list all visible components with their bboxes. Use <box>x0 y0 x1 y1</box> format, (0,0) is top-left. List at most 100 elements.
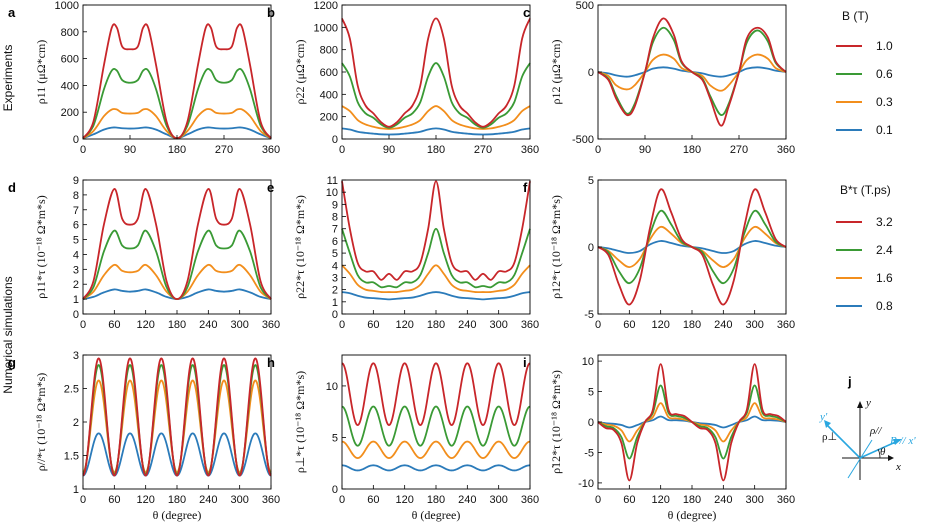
series-line-g-1.6 <box>82 379 272 474</box>
y-tick-label: 1 <box>73 294 79 306</box>
legend-label: 0.3 <box>876 95 893 109</box>
y-axis-label: y <box>865 397 871 409</box>
b-arrowhead <box>893 439 902 445</box>
x-tick-label: 360 <box>521 494 539 506</box>
x-tick-label: 300 <box>230 319 248 331</box>
y-tick-label: 500 <box>576 0 594 12</box>
series-line-g-2.4 <box>82 364 272 476</box>
x-axis-label-h: θ (degree) <box>412 508 461 522</box>
series-line-d-2.4 <box>82 229 272 301</box>
y-axis-label-a: ρ11 (μΩ*cm) <box>34 40 48 105</box>
y-tick-label: 0 <box>332 134 338 146</box>
axes-frame-h <box>341 354 531 490</box>
x-tick-label: 300 <box>489 319 507 331</box>
x-tick-label: 270 <box>730 144 748 156</box>
x-tick-label: 90 <box>639 144 651 156</box>
y-axis-label-i: ρ̃12*τ (10⁻¹⁸ Ω*m*s) <box>549 370 563 474</box>
y-tick-label: 9 <box>332 199 338 211</box>
legend-sim-title: B*τ (T.ps) <box>840 183 891 197</box>
x-tick-label: 360 <box>262 319 280 331</box>
y-prime-arrowhead <box>824 420 831 428</box>
y-tick-label: 4 <box>332 260 338 272</box>
y-axis-label-b: ρ22 (μΩ*cm) <box>293 40 307 105</box>
x-tick-label: 0 <box>339 319 345 331</box>
y-tick-label: 0 <box>332 309 338 321</box>
panel-label-h: h <box>267 355 275 370</box>
b-arrow <box>859 439 901 459</box>
x-tick-label: 120 <box>395 494 413 506</box>
y-axis-label-h: ρ⊥*τ (10⁻¹⁸ Ω*m*s) <box>293 371 307 473</box>
series-line-e-2.4 <box>341 227 531 289</box>
series-line-e-3.2 <box>341 180 531 281</box>
panel-label-a: a <box>8 5 16 20</box>
y-tick-label: 200 <box>320 112 338 124</box>
y-tick-label: 10 <box>326 381 338 393</box>
y-tick-label: 8 <box>73 190 79 202</box>
panel-h: 0 60 120 180 240 300 360 0 5 10 ρ⊥*τ (10⁻¹⁸ Ω*m*s)… <box>267 354 539 522</box>
y-tick-label: 5 <box>73 235 79 247</box>
series-line-d-3.2 <box>82 188 272 301</box>
y-prime-label: y' <box>819 411 828 423</box>
y-tick-label: 5 <box>332 432 338 444</box>
y-axis-label-e: ρ22*τ (10⁻¹⁸ Ω*m*s) <box>293 195 307 299</box>
y-tick-label: 400 <box>61 80 79 92</box>
x-tick-label: 180 <box>683 144 701 156</box>
series-line-b-0.1 <box>341 127 531 136</box>
panel-a: 0 90 180 270 360 0 200 400 600 800 1000 ρ11 (μΩ*cm)… <box>8 0 280 156</box>
y-tick-label: 400 <box>320 89 338 101</box>
y-tick-label: 3 <box>73 350 79 362</box>
y-tick-label: 5 <box>588 387 594 399</box>
x-tick-label: 270 <box>474 144 492 156</box>
legend-label: 3.2 <box>876 215 893 229</box>
y-tick-label: 5 <box>588 175 594 187</box>
y-tick-label: 0 <box>588 242 594 254</box>
y-tick-label: 1200 <box>314 0 338 12</box>
y-tick-label: 10 <box>326 187 338 199</box>
y-tick-label: 600 <box>320 67 338 79</box>
x-tick-label: 90 <box>124 144 136 156</box>
y-tick-label: 2 <box>73 279 79 291</box>
y-tick-label: 1000 <box>55 0 79 12</box>
y-tick-label: 4 <box>73 249 79 261</box>
series-line-g-3.2 <box>82 357 272 477</box>
x-tick-label: 180 <box>683 319 701 331</box>
panel-label-c: c <box>523 5 530 20</box>
y-tick-label: 11 <box>327 175 338 187</box>
x-tick-label: 360 <box>777 494 795 506</box>
y-prime-arrow <box>825 423 861 459</box>
x-tick-label: 360 <box>521 144 539 156</box>
legend-exp-title: B (T) <box>842 9 869 23</box>
y-tick-label: 0 <box>588 67 594 79</box>
x-tick-label: 0 <box>595 494 601 506</box>
y-tick-label: 8 <box>332 212 338 224</box>
x-axis-label: x <box>895 461 901 473</box>
x-tick-label: 240 <box>199 494 217 506</box>
x-tick-label: 60 <box>108 494 120 506</box>
x-tick-label: 180 <box>683 494 701 506</box>
series-line-f-3.2 <box>597 188 787 306</box>
series-line-h-3.2 <box>341 362 531 426</box>
legend-label: 0.6 <box>876 67 893 81</box>
x-tick-label: 360 <box>262 144 280 156</box>
x-tick-label: 120 <box>651 319 669 331</box>
y-tick-label: 7 <box>332 224 338 236</box>
panel-i: 0 60 120 180 240 300 360 -10 -5 0 5 10 ρ̃12*τ (10⁻¹⁸… <box>523 354 795 522</box>
x-tick-label: 0 <box>595 319 601 331</box>
y-tick-label: 2 <box>73 417 79 429</box>
x-tick-label: 90 <box>383 144 395 156</box>
panel-label-j: j <box>847 374 852 389</box>
axes-frame-d <box>82 179 272 315</box>
y-tick-label: 9 <box>73 175 79 187</box>
rho-par-label: ρ// <box>869 425 882 437</box>
x-tick-label: 360 <box>262 494 280 506</box>
y-tick-label: 1 <box>73 484 79 496</box>
b-label: B // x' <box>890 435 916 447</box>
x-tick-label: 0 <box>80 144 86 156</box>
x-tick-label: 120 <box>651 494 669 506</box>
x-tick-label: 60 <box>623 319 635 331</box>
x-tick-label: 180 <box>168 144 186 156</box>
y-tick-label: 6 <box>332 236 338 248</box>
panel-label-g: g <box>8 355 16 370</box>
x-tick-label: 60 <box>367 319 379 331</box>
